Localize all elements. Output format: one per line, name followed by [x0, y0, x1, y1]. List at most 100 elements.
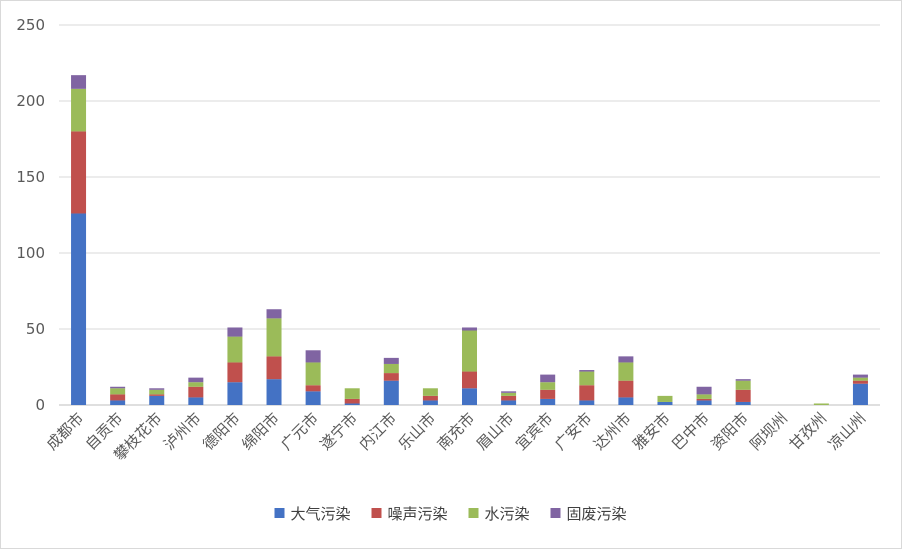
bar-segment: [344, 398, 360, 404]
bar-segment: [266, 356, 282, 380]
x-tick-label: 凉山州: [825, 409, 870, 454]
bar-segment: [462, 327, 477, 331]
bar-segment: [71, 131, 87, 214]
bar-segment: [618, 362, 634, 381]
bar-segment: [422, 400, 438, 405]
legend-item: 大气污染: [274, 505, 351, 523]
x-tick-label: 雅安市: [629, 409, 674, 454]
x-tick-label: 广安市: [551, 409, 596, 454]
bar-segment: [579, 400, 595, 405]
x-tick-label: 巴中市: [668, 409, 713, 454]
x-tick-label: 广元市: [277, 409, 322, 454]
bar-segment: [344, 388, 360, 399]
x-tick-label: 甘孜州: [786, 409, 831, 454]
x-tick-label: 阿坝州: [747, 409, 792, 454]
bar-segment: [657, 401, 673, 405]
bar-segment: [305, 362, 321, 386]
bar-segment: [305, 391, 321, 405]
bar-segment: [188, 382, 204, 387]
bar-segment: [462, 330, 477, 372]
legend-swatch: [371, 508, 382, 518]
bar-segment: [501, 395, 517, 401]
bar-segment: [462, 388, 477, 405]
bar-segment: [501, 400, 517, 405]
bar-segment: [540, 382, 556, 390]
bar-segment: [227, 336, 243, 363]
bar-segment: [618, 356, 634, 363]
legend-label: 水污染: [485, 505, 530, 523]
legend-swatch: [274, 508, 285, 518]
y-tick-label: 200: [16, 92, 45, 110]
bar-segment: [422, 395, 438, 401]
bar-segment: [110, 394, 126, 401]
bar-segment: [305, 350, 321, 363]
bar-segment: [383, 357, 399, 364]
bar-segment: [266, 318, 282, 357]
legend-item: 固废污染: [550, 505, 627, 523]
bar-segment: [618, 397, 634, 405]
legend-label: 大气污染: [291, 505, 351, 523]
bar-segment: [227, 382, 243, 405]
bar-segment: [579, 385, 595, 401]
bar-segment: [501, 391, 517, 393]
bar-segment: [305, 385, 321, 392]
x-tick-label: 成都市: [43, 409, 88, 454]
bar-segment: [579, 370, 595, 372]
legend-swatch: [550, 508, 561, 518]
bar-segment: [110, 400, 126, 405]
bar-segment: [149, 388, 165, 390]
legend-label: 固废污染: [567, 505, 627, 523]
bar-segment: [579, 371, 595, 386]
bar-segment: [540, 389, 556, 399]
bar-segment: [71, 88, 87, 132]
bar-segment: [735, 401, 751, 405]
bar-segment: [149, 394, 165, 396]
x-tick-label: 绵阳市: [238, 409, 283, 454]
x-tick-label: 资阳市: [707, 409, 752, 454]
bar-segment: [540, 374, 556, 383]
bar-segment: [852, 374, 868, 378]
bar-segment: [618, 380, 634, 398]
y-tick-label: 50: [26, 320, 45, 338]
legend-label: 噪声污染: [388, 505, 448, 523]
bar-segment: [383, 373, 399, 381]
legend-item: 噪声污染: [371, 505, 448, 523]
bar-segment: [735, 389, 751, 402]
y-tick-label: 0: [35, 396, 45, 414]
x-tick-label: 内江市: [356, 409, 401, 454]
bar-segment: [696, 400, 712, 405]
bar-segment: [383, 380, 399, 405]
legend: 大气污染 噪声污染 水污染 固废污染: [274, 505, 627, 523]
x-tick-label: 泸州市: [160, 409, 205, 454]
bars: [71, 75, 868, 405]
legend-swatch: [468, 508, 479, 518]
bar-segment: [852, 377, 868, 381]
bar-segment: [696, 386, 712, 395]
bar-segment: [852, 383, 868, 405]
bar-segment: [735, 380, 751, 390]
bar-segment: [188, 377, 204, 383]
bar-segment: [266, 379, 282, 405]
bar-segment: [657, 395, 673, 402]
bar-segment: [110, 386, 126, 389]
bar-segment: [110, 388, 126, 395]
x-tick-label: 德阳市: [199, 409, 244, 454]
y-tick-label: 150: [16, 168, 45, 186]
bar-segment: [462, 371, 477, 389]
x-tick-label: 乐山市: [395, 409, 440, 454]
y-tick-label: 100: [16, 244, 45, 262]
y-axis-ticks: 0 50 100 150 200 250: [16, 16, 45, 414]
bar-segment: [149, 395, 165, 405]
x-tick-label: 眉山市: [473, 409, 518, 454]
bar-segment: [696, 398, 712, 401]
bar-segment: [227, 327, 243, 337]
bar-segment: [383, 363, 399, 374]
bar-segment: [540, 398, 556, 405]
bar-segment: [188, 386, 204, 398]
x-tick-label: 遂宁市: [316, 409, 361, 454]
y-tick-label: 250: [16, 16, 45, 34]
bar-segment: [501, 392, 517, 396]
x-axis-ticks: 成都市自贡市攀枝花市泸州市德阳市绵阳市广元市遂宁市内江市乐山市南充市眉山市宜宾市…: [43, 409, 869, 464]
